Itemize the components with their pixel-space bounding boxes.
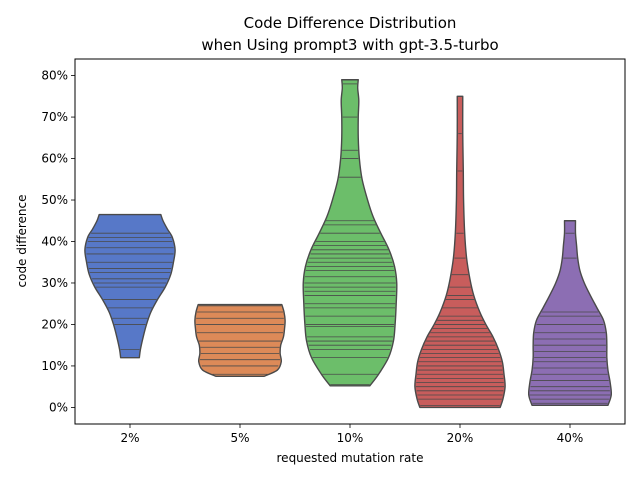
y-tick-label: 20% [41, 317, 68, 331]
y-tick-label: 70% [41, 110, 68, 124]
violin-body-4 [414, 95, 506, 409]
y-axis-ticks: 0% 10% 20% 30% 40% 50% 60% 70% 80% [41, 69, 75, 414]
x-tick-label: 20% [447, 431, 474, 445]
x-tick-label: 2% [120, 431, 139, 445]
violin-4 [414, 95, 506, 409]
violin-5 [527, 220, 613, 407]
chart-title: Code Difference Distribution when Using … [201, 14, 498, 54]
x-tick-label: 10% [337, 431, 364, 445]
y-tick-label: 50% [41, 193, 68, 207]
x-axis-label: requested mutation rate [277, 451, 424, 465]
violin-body-1 [84, 213, 176, 359]
y-tick-label: 80% [41, 69, 68, 83]
y-tick-label: 40% [41, 235, 68, 249]
violin-body-5 [527, 220, 613, 407]
y-tick-label: 10% [41, 359, 68, 373]
violin-1 [84, 213, 176, 359]
violin-body-2 [194, 303, 286, 377]
violin-2 [194, 303, 286, 377]
x-tick-label: 40% [557, 431, 584, 445]
violin-body-3 [302, 79, 398, 387]
y-tick-label: 0% [49, 400, 68, 414]
y-tick-label: 60% [41, 152, 68, 166]
chart-title-line-1: Code Difference Distribution [244, 14, 457, 32]
x-tick-label: 5% [230, 431, 249, 445]
y-axis-label: code difference [15, 195, 29, 288]
violin-3 [302, 79, 398, 387]
y-tick-label: 30% [41, 276, 68, 290]
x-axis-ticks: 2% 5% 10% 20% 40% [120, 424, 583, 445]
chart-title-line-2: when Using prompt3 with gpt-3.5-turbo [201, 36, 498, 54]
violin-series-group [84, 79, 613, 409]
